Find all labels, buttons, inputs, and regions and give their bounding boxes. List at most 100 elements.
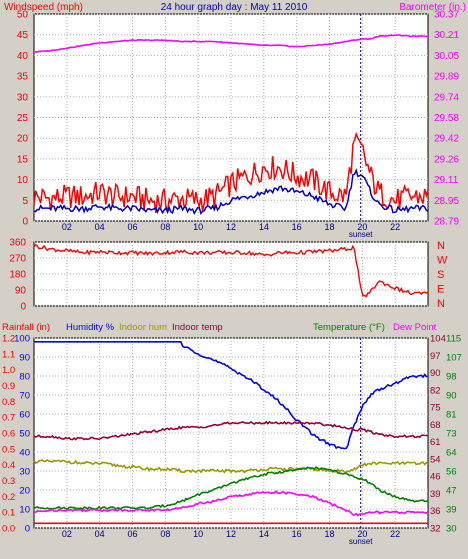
temperature-y-tick-label: 98 — [446, 372, 457, 383]
humidity-y-tick-label: 60 — [19, 410, 30, 421]
rainfall-y-tick-label: 0.8 — [2, 397, 15, 408]
x-tick-label: 02 — [62, 222, 72, 232]
rainfall-y-tick-label: 1.2 — [2, 334, 15, 345]
temperature-y-tick-label: 115 — [446, 334, 461, 345]
x-tick-label: 10 — [193, 529, 203, 539]
rainfall-y-tick-label: 0.0 — [2, 524, 15, 535]
barometer-y-tick-label: 30.37 — [434, 10, 459, 21]
humidity-y-tick-label: 30 — [19, 467, 30, 478]
temperature-y-tick-label: 81 — [446, 410, 457, 421]
compass-tick-label: N — [437, 240, 445, 252]
humidity-legend: Humidity % — [66, 322, 115, 333]
barometer-y-tick-label: 29.74 — [434, 92, 459, 103]
compass-tick-label: S — [437, 269, 444, 281]
temperature-y-tick-label: 90 — [446, 391, 457, 402]
wind-y-tick-label: 10 — [17, 175, 29, 186]
sunset-label: sunset — [349, 537, 373, 546]
rainfall-y-tick-label: 0.5 — [2, 444, 15, 455]
temperature-y-tick-label: 56 — [446, 467, 457, 478]
indoor-temp-y-tick-label: 61 — [430, 437, 441, 448]
wind-y-tick-label: 15 — [17, 154, 29, 165]
sunset-label: sunset — [349, 230, 373, 239]
x-tick-label: 16 — [292, 222, 302, 232]
x-tick-label: 20 — [357, 529, 367, 539]
x-tick-label: 06 — [127, 222, 137, 232]
compass-tick-label: E — [437, 284, 444, 296]
indoor-temp-y-tick-label: 32 — [430, 524, 441, 535]
rainfall-y-tick-label: 1.1 — [2, 349, 15, 360]
humidity-y-tick-label: 10 — [19, 505, 30, 516]
indoor-temp-y-tick-label: 97 — [430, 351, 441, 362]
rainfall-legend: Rainfall (in) — [2, 322, 50, 333]
x-tick-label: 04 — [95, 529, 105, 539]
humidity-series — [34, 341, 429, 450]
indoor-temp-y-tick-label: 68 — [430, 420, 441, 431]
rainfall-y-tick-label: 0.2 — [2, 492, 15, 503]
humidity-y-tick-label: 80 — [19, 372, 30, 383]
x-tick-label: 04 — [95, 222, 105, 232]
humidity-y-tick-label: 90 — [19, 353, 30, 364]
wind-average-series — [33, 168, 429, 216]
dew-point-legend: Dew Point — [393, 322, 437, 333]
indoor-temp-y-tick-label: 104 — [430, 334, 446, 345]
barometer-series — [33, 34, 429, 53]
rainfall-y-tick-label: 0.3 — [2, 476, 15, 487]
x-tick-label: 10 — [193, 222, 203, 232]
climate-panel — [33, 337, 429, 529]
x-tick-label: 06 — [127, 529, 137, 539]
x-tick-label: 14 — [259, 222, 269, 232]
indoor-temp-y-tick-label: 75 — [430, 403, 441, 414]
barometer-y-tick-label: 29.58 — [434, 113, 459, 124]
chart-title: 24 hour graph day : May 11 2010 — [161, 2, 308, 13]
temperature-y-tick-label: 73 — [446, 429, 457, 440]
rainfall-y-tick-label: 0.1 — [2, 508, 15, 519]
direction-y-tick-label: 180 — [9, 270, 26, 281]
direction-y-tick-label: 0 — [20, 302, 26, 313]
barometer-y-tick-label: 29.11 — [434, 175, 459, 186]
indoor-temp-y-tick-label: 39 — [430, 489, 441, 500]
indoor-temp-y-tick-label: 82 — [430, 385, 441, 396]
rainfall-y-tick-label: 0.7 — [2, 413, 15, 424]
x-tick-label: 08 — [160, 222, 170, 232]
indoor-temp-y-tick-label: 46 — [430, 472, 441, 483]
temperature-y-tick-label: 47 — [446, 486, 457, 497]
rainfall-y-tick-label: 0.9 — [2, 381, 15, 392]
barometer-y-tick-label: 29.26 — [434, 154, 459, 165]
direction-y-tick-label: 360 — [9, 238, 26, 249]
indoor-temp-y-tick-label: 90 — [430, 368, 441, 379]
humidity-y-tick-label: 0 — [25, 524, 30, 535]
rainfall-y-tick-label: 1.0 — [2, 365, 15, 376]
barometer-y-tick-label: 28.95 — [434, 196, 459, 207]
x-tick-label: 20 — [357, 222, 367, 232]
indoor-humidity-series — [33, 459, 429, 474]
x-tick-label: 12 — [226, 222, 236, 232]
indoor-hum-legend: Indoor hum — [119, 322, 167, 333]
barometer-y-tick-label: 30.05 — [434, 51, 459, 62]
wind-gust-series — [33, 131, 429, 214]
wind-y-tick-label: 40 — [17, 51, 29, 62]
barometer-y-tick-label: 28.79 — [434, 217, 459, 228]
wind-y-tick-label: 45 — [17, 30, 29, 41]
wind-y-tick-label: 30 — [17, 92, 29, 103]
temperature-y-tick-label: 39 — [446, 505, 457, 516]
humidity-y-tick-label: 20 — [19, 486, 30, 497]
barometer-y-tick-label: 30.21 — [434, 30, 459, 41]
x-tick-label: 16 — [292, 529, 302, 539]
indoor-temperature-series — [33, 420, 429, 441]
compass-tick-label: N — [437, 298, 445, 310]
temperature-y-tick-label: 64 — [446, 448, 457, 459]
x-tick-label: 18 — [324, 222, 334, 232]
temperature-legend: Temperature (°F) — [313, 322, 385, 333]
wind-y-tick-label: 5 — [22, 196, 28, 207]
wind-direction-series — [33, 243, 429, 298]
temperature-series — [33, 466, 428, 511]
barometer-y-tick-label: 29.89 — [434, 72, 459, 83]
x-tick-label: 14 — [259, 529, 269, 539]
x-tick-label: 08 — [160, 529, 170, 539]
indoor-temp-legend: Indoor temp — [172, 322, 223, 333]
rainfall-y-tick-label: 0.6 — [2, 429, 15, 440]
rainfall-y-tick-label: 0.4 — [2, 460, 15, 471]
barometer-axis-title: Barometer (in.) — [399, 2, 466, 13]
wind-y-tick-label: 35 — [17, 72, 29, 83]
